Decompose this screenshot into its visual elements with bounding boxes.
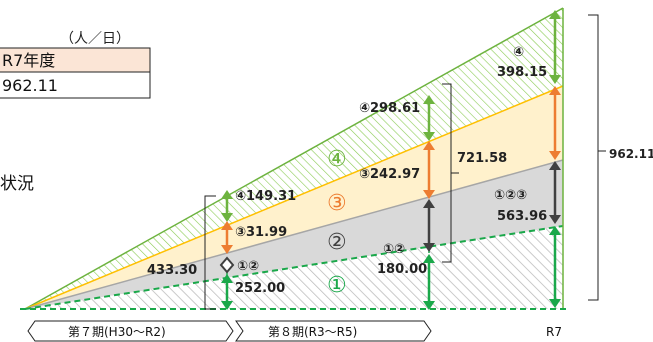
bracket-left [204,195,216,310]
label-right-a123-value: 563.96 [497,209,547,224]
status-text: 状況 [0,174,34,194]
label-left-total: 433.30 [147,263,197,278]
table-value: 962.11 [2,76,58,95]
region-mark-2: ② [327,230,347,255]
line-top [24,7,564,310]
bracket-mid [442,83,459,263]
period-chevron-2 [235,320,432,342]
region-mark-1: ① [327,273,347,298]
arrows-right [549,10,561,308]
end-label: R7 [546,325,562,339]
label-mid-a4: ④298.61 [359,101,420,116]
region-mark-4: ④ [327,147,347,172]
label-mid-a12: ①② [383,242,405,257]
arrows-left [219,190,235,310]
label-mid-a3: ③242.97 [359,167,420,182]
label-right-a4-value: 398.15 [497,65,547,80]
label-right-a4: ④ [513,45,524,60]
period-chevron-1 [27,320,234,342]
table-header: R7年度 [2,51,55,70]
label-mid-a12-value: 180.00 [377,262,427,277]
table-header-cell [0,47,151,73]
label-left-a12-value: 252.00 [235,281,285,296]
table-unit: （人／日） [60,31,130,47]
line-low [24,159,564,310]
label-left-a4: ④149.31 [235,189,296,204]
label-left-a3: ③31.99 [235,225,287,240]
bracket-right [588,14,606,301]
line-dash [24,225,564,310]
line-mid [24,85,564,310]
label-left-a12: ①② [237,259,259,274]
arrows-mid [423,95,435,310]
label-right-a123: ①②③ [494,188,527,203]
period-label-2: 第８期(R3～R5) [268,325,357,339]
table-value-cell [0,71,151,99]
region-mark-3: ③ [327,191,347,216]
label-mid-total: 721.58 [457,151,507,166]
period-label-1: 第７期(H30～R2) [68,325,166,339]
label-right-total: 962.11 [609,147,653,161]
